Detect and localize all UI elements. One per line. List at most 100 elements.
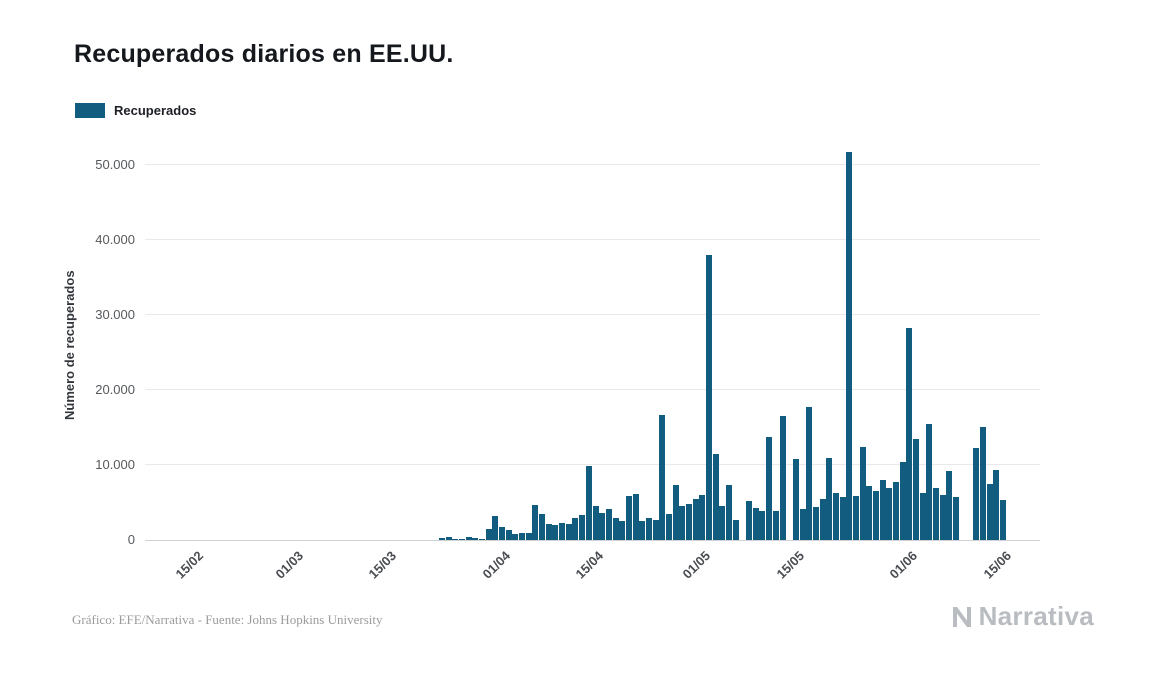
bar bbox=[645, 518, 652, 540]
bar bbox=[532, 504, 539, 540]
bar bbox=[766, 437, 773, 540]
bar bbox=[699, 495, 706, 540]
y-tick-label: 40.000 bbox=[95, 232, 135, 247]
bar bbox=[919, 492, 926, 540]
bar bbox=[559, 522, 566, 540]
x-tick-label: 15/04 bbox=[572, 548, 607, 582]
brand-logo: Narrativa bbox=[950, 601, 1094, 632]
bar bbox=[458, 538, 465, 540]
bar bbox=[779, 416, 786, 540]
bar bbox=[953, 497, 960, 540]
bar bbox=[679, 506, 686, 540]
bar bbox=[973, 447, 980, 540]
bar bbox=[806, 407, 813, 540]
legend-label: Recuperados bbox=[114, 103, 197, 118]
bar bbox=[519, 532, 526, 540]
bar bbox=[612, 517, 619, 540]
bar bbox=[752, 507, 759, 540]
bar bbox=[512, 534, 519, 540]
bar bbox=[652, 519, 659, 540]
bar bbox=[852, 495, 859, 540]
y-tick-label: 10.000 bbox=[95, 457, 135, 472]
gridline bbox=[145, 314, 1040, 315]
bar bbox=[846, 151, 853, 540]
bar bbox=[619, 521, 626, 540]
bar bbox=[893, 481, 900, 540]
x-tick-label: 15/02 bbox=[172, 548, 206, 582]
bar bbox=[478, 538, 485, 540]
bar bbox=[799, 509, 806, 540]
x-tick-label: 01/05 bbox=[679, 548, 714, 582]
bar bbox=[946, 471, 953, 540]
y-axis-title: Número de recuperados bbox=[62, 270, 77, 420]
bar bbox=[625, 495, 632, 540]
bar bbox=[719, 506, 726, 540]
bar bbox=[692, 498, 699, 540]
bar bbox=[873, 490, 880, 540]
bar bbox=[826, 457, 833, 540]
x-tick-label: 15/06 bbox=[980, 548, 1014, 582]
bar bbox=[926, 423, 933, 540]
bar bbox=[599, 513, 606, 540]
y-tick-label: 50.000 bbox=[95, 157, 135, 172]
bar bbox=[772, 510, 779, 540]
bar bbox=[819, 498, 826, 540]
x-tick-label: 01/03 bbox=[272, 548, 306, 582]
gridline bbox=[145, 164, 1040, 165]
bar bbox=[706, 255, 713, 540]
gridline bbox=[145, 239, 1040, 240]
brand-name: Narrativa bbox=[978, 601, 1094, 631]
bar bbox=[539, 513, 546, 540]
bar bbox=[979, 426, 986, 540]
footer-credit: Gráfico: EFE/Narrativa - Fuente: Johns H… bbox=[72, 612, 383, 627]
bar bbox=[746, 501, 753, 540]
bar bbox=[859, 447, 866, 540]
bar bbox=[545, 523, 552, 540]
y-tick-label: 0 bbox=[127, 532, 135, 547]
bar bbox=[605, 509, 612, 540]
bar bbox=[832, 492, 839, 540]
bar bbox=[438, 537, 445, 540]
bar bbox=[485, 528, 492, 540]
plot-area: 0 10.000 20.000 30.000 40.000 50.000 bbox=[95, 150, 1040, 547]
bar bbox=[732, 519, 739, 540]
bar bbox=[913, 438, 920, 540]
chart-title: Recuperados diarios en EE.UU. bbox=[74, 40, 454, 68]
bar bbox=[472, 538, 479, 540]
x-tick-label: 15/03 bbox=[365, 548, 400, 582]
bar bbox=[792, 459, 799, 540]
bar bbox=[445, 537, 452, 540]
bar bbox=[999, 500, 1006, 540]
bar bbox=[879, 480, 886, 540]
bar bbox=[812, 507, 819, 540]
bar bbox=[939, 495, 946, 540]
narrativa-icon bbox=[952, 606, 971, 627]
bar bbox=[632, 494, 639, 540]
bar bbox=[866, 486, 873, 540]
bar bbox=[572, 518, 579, 540]
bar bbox=[906, 327, 913, 540]
bar bbox=[672, 484, 679, 540]
bar bbox=[592, 506, 599, 540]
bar bbox=[686, 504, 692, 540]
bar bbox=[639, 521, 646, 540]
bar bbox=[579, 515, 586, 540]
bar bbox=[759, 510, 766, 540]
bar bbox=[986, 483, 993, 540]
y-tick-label: 30.000 bbox=[95, 307, 135, 322]
y-tick-label: 20.000 bbox=[95, 382, 135, 397]
gridline bbox=[145, 464, 1040, 465]
bar bbox=[712, 453, 719, 540]
bar bbox=[525, 532, 532, 540]
legend-swatch bbox=[75, 103, 105, 118]
x-tick-label: 01/04 bbox=[479, 548, 513, 582]
bar bbox=[899, 462, 906, 540]
x-axis: 15/02 01/03 15/03 01/04 15/04 01/05 15/05 01/06… bbox=[145, 541, 1040, 605]
bar bbox=[505, 529, 512, 540]
bar bbox=[659, 414, 666, 540]
bar bbox=[565, 523, 572, 540]
bar bbox=[839, 497, 846, 540]
bar bbox=[492, 516, 499, 540]
bar bbox=[498, 526, 505, 540]
